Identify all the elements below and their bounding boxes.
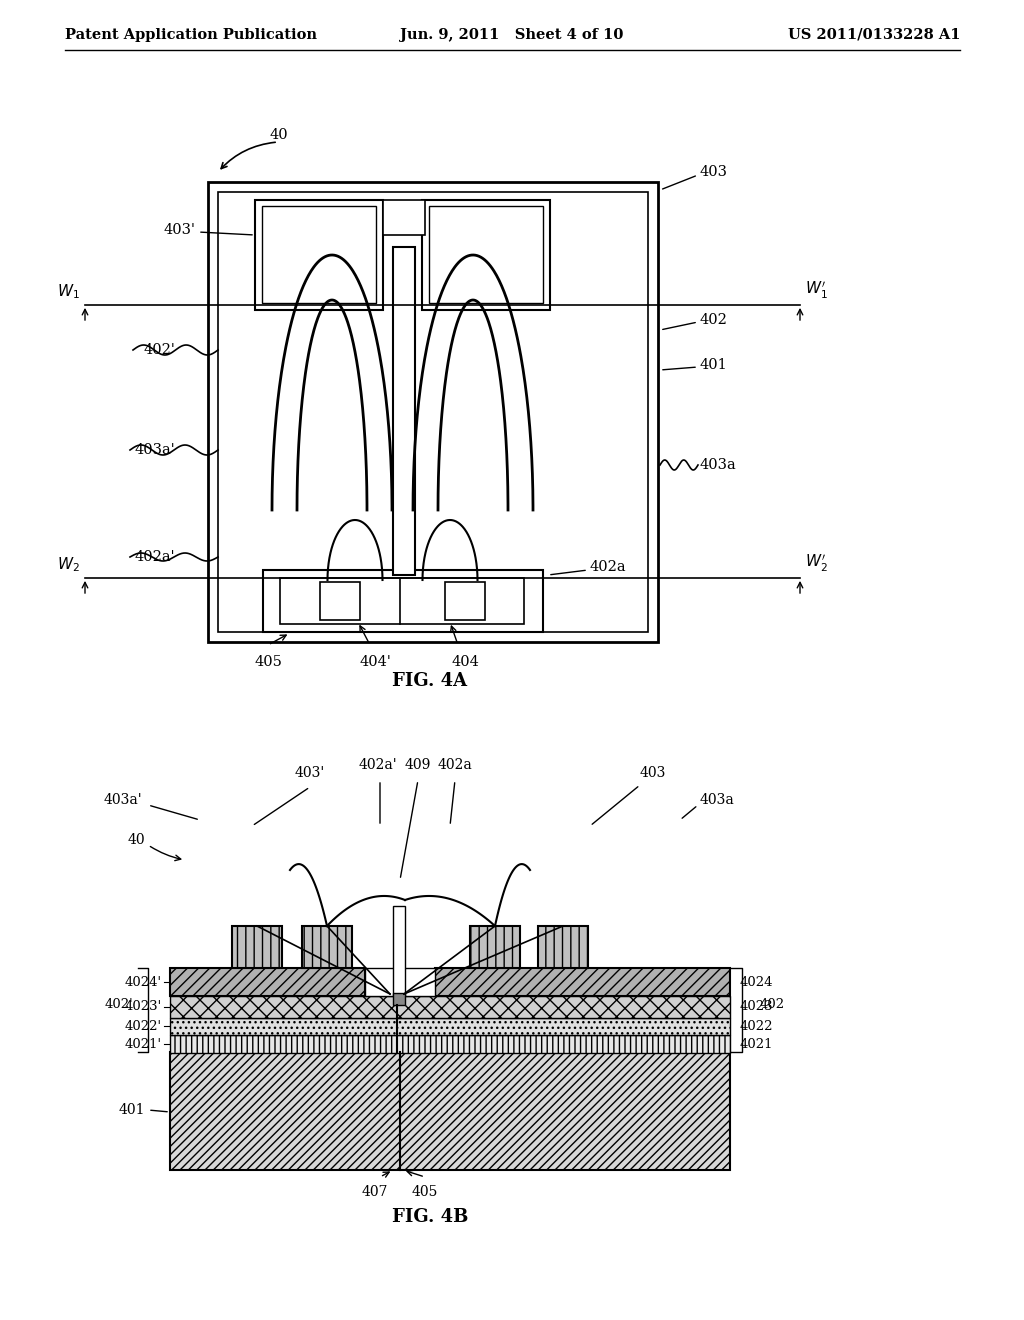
Bar: [263, 570, 543, 632]
Text: 403': 403': [295, 766, 326, 780]
Bar: [262, 206, 376, 304]
Text: 402: 402: [700, 313, 728, 327]
Text: 405: 405: [254, 655, 282, 669]
Bar: [232, 927, 282, 968]
Text: Jun. 9, 2011   Sheet 4 of 10: Jun. 9, 2011 Sheet 4 of 10: [400, 28, 624, 42]
Bar: [170, 1052, 730, 1170]
Text: 407: 407: [361, 1185, 388, 1199]
Text: US 2011/0133228 A1: US 2011/0133228 A1: [787, 28, 961, 42]
Text: FIG. 4B: FIG. 4B: [392, 1208, 468, 1226]
Bar: [208, 182, 658, 642]
Text: 4022: 4022: [740, 1019, 773, 1032]
Bar: [170, 968, 365, 997]
Text: 4023: 4023: [740, 1001, 773, 1014]
Text: 403a: 403a: [700, 458, 736, 473]
Text: 403: 403: [700, 165, 728, 180]
Text: 4024: 4024: [740, 975, 773, 989]
Text: 402': 402': [104, 998, 133, 1011]
Text: 40: 40: [127, 833, 145, 847]
Text: $W_1$: $W_1$: [57, 282, 80, 301]
Text: 4021: 4021: [740, 1038, 773, 1051]
Text: 402a: 402a: [437, 758, 472, 772]
Text: 403': 403': [163, 223, 195, 238]
Text: 401: 401: [700, 358, 728, 372]
Bar: [445, 582, 485, 620]
Text: 409: 409: [404, 758, 431, 772]
Text: 402': 402': [143, 343, 175, 356]
Bar: [422, 201, 550, 310]
Bar: [393, 906, 406, 997]
Text: $W_1'$: $W_1'$: [805, 280, 827, 301]
Bar: [393, 993, 406, 1005]
Text: 4022': 4022': [125, 1019, 162, 1032]
Text: 403a': 403a': [134, 444, 175, 457]
Text: Patent Application Publication: Patent Application Publication: [65, 28, 317, 42]
Text: 402: 402: [760, 998, 785, 1011]
Text: 402a: 402a: [590, 560, 627, 574]
Text: $W_2'$: $W_2'$: [805, 553, 827, 574]
Text: 402a': 402a': [358, 758, 397, 772]
Bar: [538, 927, 588, 968]
Bar: [170, 1035, 730, 1053]
Text: 4023': 4023': [125, 1001, 162, 1014]
Bar: [429, 206, 543, 304]
Bar: [170, 997, 730, 1018]
Text: 404': 404': [359, 655, 391, 669]
Text: $W_2$: $W_2$: [57, 556, 80, 574]
Text: 403: 403: [640, 766, 667, 780]
Bar: [280, 578, 524, 624]
Bar: [470, 927, 520, 968]
Bar: [302, 927, 352, 968]
Text: 403a': 403a': [103, 793, 142, 807]
Bar: [255, 201, 383, 310]
Bar: [170, 1018, 730, 1035]
Text: 40: 40: [270, 128, 289, 143]
Text: 404: 404: [451, 655, 479, 669]
Bar: [393, 247, 415, 576]
Text: 401: 401: [119, 1104, 145, 1117]
Text: 4021': 4021': [125, 1038, 162, 1051]
Bar: [365, 968, 435, 997]
Text: FIG. 4A: FIG. 4A: [392, 672, 468, 690]
Bar: [383, 201, 425, 235]
Bar: [218, 191, 648, 632]
Text: 402a': 402a': [134, 550, 175, 564]
Text: 405: 405: [412, 1185, 438, 1199]
Bar: [319, 582, 360, 620]
Text: 4024': 4024': [125, 975, 162, 989]
Bar: [435, 968, 730, 997]
Text: 403a: 403a: [700, 793, 735, 807]
